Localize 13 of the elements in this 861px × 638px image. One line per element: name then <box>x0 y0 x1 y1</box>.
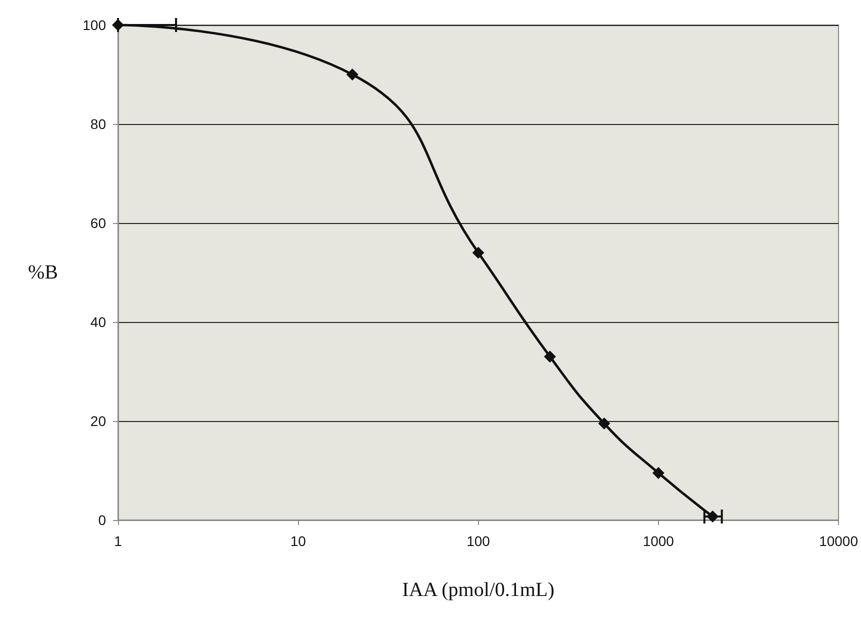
x-tick-label: 10 <box>290 533 306 549</box>
y-tick-label: 40 <box>90 314 106 330</box>
y-tick-label: 0 <box>98 512 106 528</box>
y-tick-label: 60 <box>90 215 106 231</box>
x-axis-title: IAA (pmol/0.1mL) <box>402 579 554 601</box>
x-tick-label: 1000 <box>642 533 674 549</box>
x-tick-label: 10000 <box>819 533 858 549</box>
y-tick-label: 20 <box>90 413 106 429</box>
y-axis-title: %B <box>28 262 58 284</box>
x-tick-label: 1 <box>114 533 122 549</box>
y-tick-label: 80 <box>90 116 106 132</box>
x-tick-label: 100 <box>466 533 490 549</box>
y-tick-label: 100 <box>82 17 106 33</box>
